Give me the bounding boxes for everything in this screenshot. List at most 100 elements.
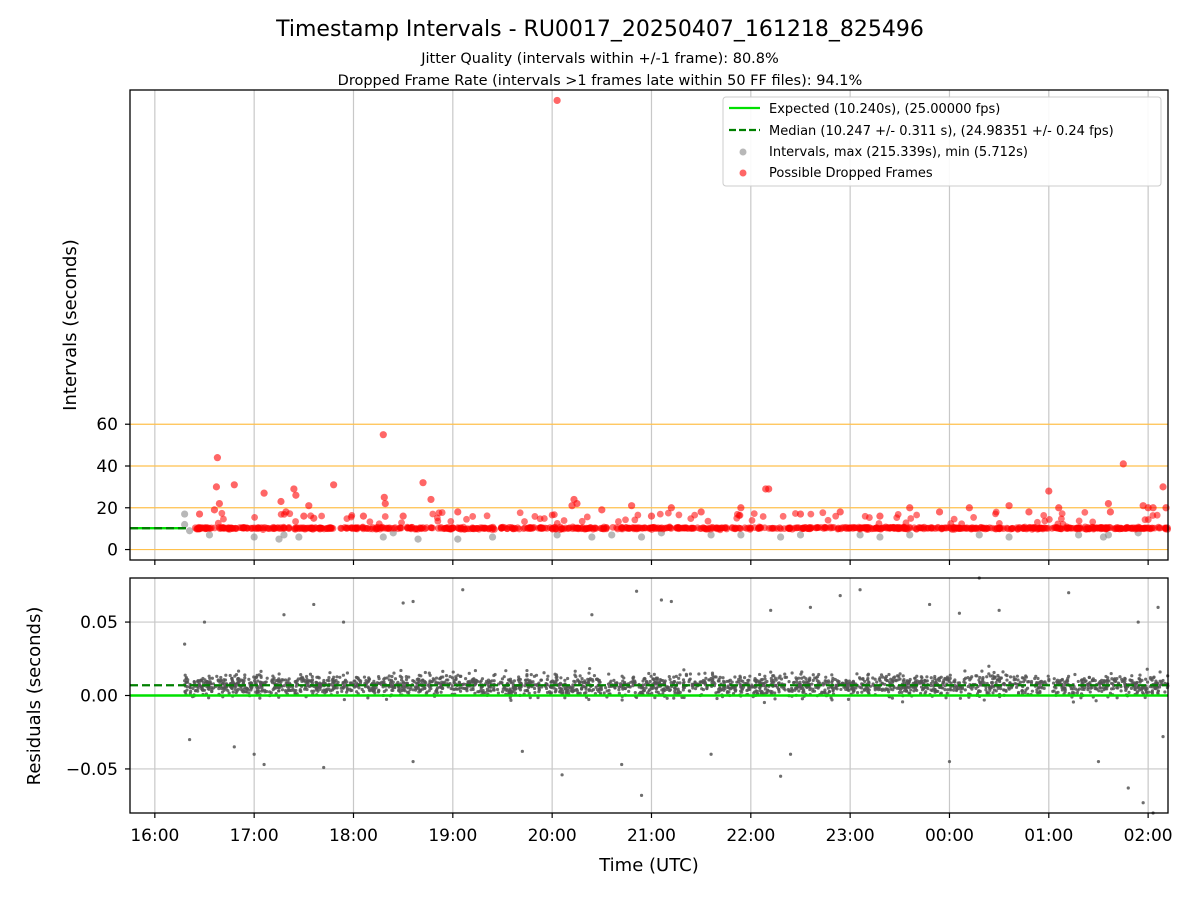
residuals-x-ticks: 16:00 17:00 18:00 19:00 20:00 21:00 22:00 23:00… (130, 813, 1173, 846)
dropped-frame-band-point (578, 517, 586, 525)
residual-point (355, 676, 359, 680)
dropped-frame-band-point (259, 526, 267, 533)
residual-point (970, 675, 974, 679)
residual-point (272, 676, 276, 680)
residual-point (900, 690, 904, 695)
residual-point (1127, 690, 1131, 694)
residual-point (292, 689, 296, 693)
residual-point (500, 690, 505, 694)
residual-point (1109, 687, 1114, 691)
residual-point (682, 685, 687, 690)
residual-point (1090, 685, 1094, 690)
residual-point (473, 683, 477, 687)
residual-point (201, 680, 206, 685)
dropped-frame-band-point (875, 520, 883, 527)
residual-point (377, 677, 381, 681)
residual-point (889, 687, 893, 691)
residual-point (327, 676, 331, 680)
residual-point (564, 691, 568, 695)
residual-point (1014, 682, 1019, 686)
intervals-reference-lines (130, 423, 1168, 551)
residual-point (1084, 679, 1088, 683)
residual-point (739, 689, 743, 693)
residual-point (340, 689, 344, 693)
dropped-frame-band-point (551, 525, 559, 532)
residual-point (518, 677, 522, 682)
residual-point (296, 677, 300, 681)
residual-point (421, 678, 425, 682)
residual-point (962, 677, 966, 682)
residual-point (946, 688, 950, 692)
residual-point (1076, 679, 1080, 684)
legend-intervals-swatch (739, 148, 747, 156)
residual-point (1025, 686, 1030, 690)
residual-point (545, 690, 550, 695)
residual-point (391, 685, 395, 690)
residual-point (531, 680, 535, 684)
residual-point (1118, 675, 1122, 679)
residual-point (252, 675, 256, 679)
residual-point (517, 675, 521, 679)
residual-point (210, 676, 214, 680)
residual-point (473, 668, 478, 673)
residual-point (808, 687, 812, 692)
residual-point (554, 689, 558, 693)
residual-point (617, 691, 621, 695)
x-tick-label: 16:00 (130, 826, 179, 846)
residual-point (923, 679, 927, 683)
residual-point (546, 674, 550, 678)
dropped-frame-point (1159, 483, 1167, 491)
dropped-frame-band-point (656, 510, 664, 518)
residual-point (1024, 675, 1028, 679)
residual-point (867, 691, 871, 695)
residual-point (384, 697, 389, 701)
residual-point (984, 685, 988, 689)
residual-point (345, 685, 349, 689)
residual-point (894, 679, 898, 683)
residual-point (563, 678, 567, 682)
residual-point (738, 682, 742, 686)
residual-point (1156, 691, 1160, 695)
residual-outlier-point (997, 608, 1001, 612)
dropped-frame-band-point (316, 524, 324, 532)
dropped-frame-band-point (675, 511, 683, 519)
residual-point (185, 688, 189, 692)
residual-point (304, 674, 309, 679)
residual-point (1161, 678, 1165, 683)
residual-point (480, 677, 485, 681)
residual-point (711, 677, 715, 682)
residual-point (648, 679, 652, 684)
residual-point (982, 681, 986, 685)
residual-point (348, 687, 352, 691)
residual-point (402, 688, 406, 692)
residual-point (310, 674, 314, 679)
residual-point (567, 691, 571, 695)
dropped-frame-band-point (841, 524, 849, 532)
residual-point (844, 678, 848, 683)
residual-point (1071, 690, 1075, 694)
residual-point (760, 677, 764, 682)
residual-point (748, 674, 752, 678)
residual-point (715, 696, 719, 701)
dropped-frame-band-point (1057, 515, 1065, 523)
residual-point (884, 674, 889, 679)
residual-point (895, 686, 899, 690)
residual-point (918, 681, 922, 685)
residual-point (801, 690, 805, 694)
residual-point (228, 673, 232, 678)
dropped-frame-band-point (792, 510, 799, 517)
residual-point (888, 677, 893, 681)
residual-point (368, 689, 372, 693)
residual-point (583, 680, 587, 685)
residual-point (471, 686, 475, 690)
dropped-frame-band-point (691, 511, 699, 519)
residual-point (592, 674, 597, 678)
residual-point (876, 686, 880, 690)
residual-point (594, 685, 598, 689)
residual-point (205, 680, 209, 684)
residual-point (763, 677, 767, 681)
interval-point (707, 531, 715, 539)
residual-point (1080, 687, 1084, 691)
dropped-frame-band-point (337, 524, 345, 532)
